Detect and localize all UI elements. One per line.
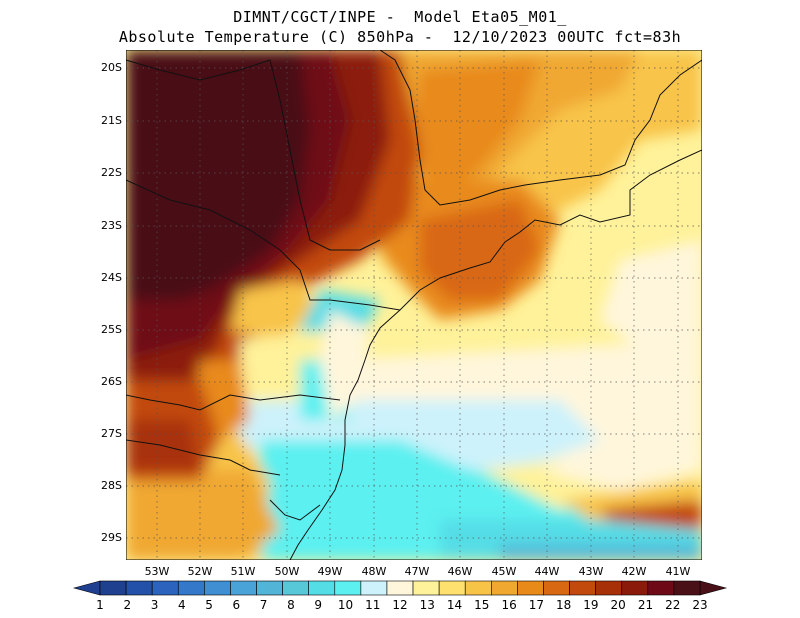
latitude-label: 21S xyxy=(101,114,122,127)
lat-lon-grid xyxy=(126,50,702,560)
colorbar-swatch xyxy=(256,580,283,596)
longitude-label: 48W xyxy=(361,565,387,578)
colorbar-label: 17 xyxy=(528,598,544,612)
longitude-label: 46W xyxy=(447,565,473,578)
colorbar-swatch xyxy=(673,580,701,596)
colorbar-swatch xyxy=(595,580,623,596)
colorbar-label: 18 xyxy=(555,598,572,612)
longitude-label: 49W xyxy=(317,565,343,578)
colorbar-swatch xyxy=(334,580,362,596)
latitude-label: 26S xyxy=(101,375,122,388)
longitude-label: 41W xyxy=(665,565,691,578)
latitude-label: 20S xyxy=(101,61,122,74)
colorbar-swatch xyxy=(151,580,179,596)
longitude-label: 45W xyxy=(491,565,517,578)
colorbar-swatch xyxy=(360,580,388,596)
colorbar-swatch xyxy=(308,580,336,596)
colorbar-swatch xyxy=(517,580,544,596)
colorbar-swatch xyxy=(569,580,596,596)
colorbar-label: 6 xyxy=(232,598,241,612)
latitude-label: 23S xyxy=(101,219,122,232)
colorbar-swatch xyxy=(230,580,257,596)
colorbar-swatch xyxy=(491,580,518,596)
longitude-label: 42W xyxy=(621,565,647,578)
latitude-label: 29S xyxy=(101,531,122,544)
colorbar-label: 8 xyxy=(287,598,295,612)
colorbar-label: 5 xyxy=(205,598,213,612)
colorbar-label: 7 xyxy=(259,598,268,612)
colorbar-label: 14 xyxy=(446,598,463,612)
chart-title-line-2: Absolute Temperature (C) 850hPa - 12/10/… xyxy=(118,28,682,46)
latitude-label: 27S xyxy=(101,427,122,440)
colorbar-swatch xyxy=(282,580,309,596)
colorbar-swatch xyxy=(543,580,570,596)
colorbar-label: 22 xyxy=(665,598,681,612)
longitude-label: 52W xyxy=(187,565,213,578)
colorbar-swatch xyxy=(621,580,649,596)
colorbar-left-arrow xyxy=(72,580,101,596)
chart-title-line-1: DIMNT/CGCT/INPE - Model Eta05_M01_ xyxy=(233,8,567,26)
colorbar-label: 12 xyxy=(392,598,408,612)
longitude-label: 50W xyxy=(274,565,300,578)
colorbar-swatch xyxy=(438,580,466,596)
coastline-and-borders xyxy=(126,50,702,560)
colorbar-label: 2 xyxy=(123,598,132,612)
colorbar-label: 1 xyxy=(96,598,104,612)
colorbar-label: 11 xyxy=(365,598,381,612)
longitude-label: 43W xyxy=(578,565,604,578)
colorbar-label: 23 xyxy=(692,598,708,612)
colorbar-swatch xyxy=(412,580,440,596)
colorbar-label: 3 xyxy=(150,598,159,612)
latitude-label: 22S xyxy=(101,166,122,179)
colorbar-swatch xyxy=(99,580,127,596)
colorbar-label: 4 xyxy=(177,598,186,612)
colorbar-label: 20 xyxy=(610,598,626,612)
colorbar-label: 10 xyxy=(337,598,354,612)
colorbar-label: 13 xyxy=(419,598,435,612)
colorbar-swatch xyxy=(125,580,153,596)
latitude-label: 24S xyxy=(101,271,122,284)
colorbar-label: 19 xyxy=(583,598,599,612)
temperature-field xyxy=(126,50,702,560)
longitude-label: 53W xyxy=(144,565,170,578)
colorbar-label: 16 xyxy=(501,598,517,612)
colorbar-right-arrow xyxy=(699,580,728,596)
longitude-label: 47W xyxy=(404,565,430,578)
colorbar-label: 9 xyxy=(314,598,322,612)
colorbar-label: 21 xyxy=(637,598,654,612)
colorbar xyxy=(72,580,728,596)
colorbar-swatch xyxy=(647,580,675,596)
colorbar-swatch xyxy=(464,580,492,596)
latitude-label: 28S xyxy=(101,479,122,492)
longitude-label: 44W xyxy=(534,565,560,578)
longitude-label: 51W xyxy=(230,565,256,578)
colorbar-swatch xyxy=(204,580,231,596)
latitude-label: 25S xyxy=(101,323,122,336)
colorbar-label: 15 xyxy=(474,598,490,612)
colorbar-swatch xyxy=(386,580,414,596)
colorbar-swatch xyxy=(177,580,205,596)
